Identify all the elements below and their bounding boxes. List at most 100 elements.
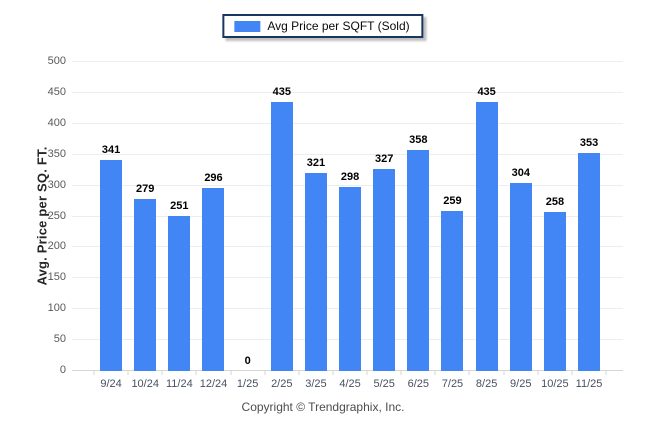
chart-legend: Avg Price per SQFT (Sold) [222, 14, 424, 38]
bar [475, 102, 498, 371]
bar-slot: 251 [162, 62, 196, 371]
bar-slot: 321 [299, 62, 333, 371]
bar [543, 211, 566, 371]
bar-value-label: 296 [204, 172, 223, 185]
x-axis-tick-mark [93, 371, 95, 375]
x-axis-tick-label: 2/25 [271, 378, 293, 390]
bar-slot: 0 [231, 62, 265, 371]
x-axis-tick-mark [434, 371, 436, 375]
x-axis-tick-marks [93, 371, 607, 375]
gridline [72, 61, 623, 62]
x-axis-tick-label: 11/24 [165, 378, 193, 390]
plot-area: 341 279 251 296 0 435 321 298 327 358 259 435 304 258… [72, 61, 623, 371]
x-axis-tick-mark [400, 371, 402, 375]
x-axis-tick-label: 11/25 [575, 378, 603, 390]
x-axis-tick-label: 5/25 [373, 378, 395, 390]
bar-slot: 341 [94, 62, 128, 371]
bar-slot: 304 [504, 62, 538, 371]
x-axis-tick-label: 10/25 [541, 378, 569, 390]
y-axis-tick-label: 300 [47, 178, 66, 191]
copyright-text: Copyright © Trendgraphix, Inc. [241, 400, 405, 414]
bar-slot: 296 [196, 62, 230, 371]
y-axis-tick-labels: 0 50 100 150 200 250 300 350 400 450 500 [0, 55, 66, 376]
bar-value-label: 358 [409, 133, 428, 146]
x-axis-tick-mark [195, 371, 197, 375]
x-axis-tick-label: 1/25 [236, 378, 259, 390]
bar [578, 152, 601, 371]
x-axis-tick-label: 3/25 [305, 378, 327, 390]
bar [168, 215, 191, 371]
x-axis-tick-mark [161, 371, 163, 375]
gridline [72, 91, 623, 93]
bar-value-label: 258 [545, 195, 565, 208]
bar-value-label: 435 [272, 86, 291, 99]
y-axis-tick-label: 200 [47, 240, 66, 253]
bar-slot: 327 [367, 62, 401, 371]
x-axis-tick-label: 4/25 [339, 378, 361, 390]
bar [441, 210, 464, 371]
bar-slot: 358 [401, 62, 435, 371]
bar [509, 183, 532, 371]
x-axis-tick-mark [230, 371, 232, 375]
bar [373, 168, 396, 371]
x-axis-tick-label: 12/24 [199, 378, 228, 390]
gridline [72, 122, 623, 124]
x-axis-tick-label: 9/24 [100, 378, 122, 390]
gridline [72, 184, 623, 186]
x-axis-tick-mark [571, 371, 573, 375]
bar [202, 188, 225, 371]
x-axis-tick-label: 9/25 [510, 378, 532, 390]
gridline [72, 153, 623, 155]
bar-value-label: 353 [579, 136, 599, 149]
y-axis-tick-label: 500 [47, 55, 66, 67]
x-axis-tick-mark [264, 371, 266, 375]
legend-label: Avg Price per SQFT (Sold) [267, 19, 410, 33]
x-axis-tick-labels: 9/24 10/24 11/24 12/24 1/25 2/25 3/25 4/25 5/25 6… [94, 378, 606, 391]
bar-slot: 435 [470, 62, 504, 371]
y-axis-tick-label: 400 [47, 116, 66, 129]
bar-value-label: 259 [443, 194, 462, 207]
x-axis-tick-label: 10/24 [131, 378, 159, 390]
legend-color-swatch [234, 20, 261, 32]
bar [270, 102, 293, 371]
bar-slot: 435 [265, 62, 299, 371]
y-axis-tick-label: 50 [53, 333, 66, 346]
x-axis-tick-mark [468, 371, 470, 375]
x-axis-tick-mark [503, 371, 505, 375]
y-axis-tick-label: 350 [47, 147, 66, 160]
x-axis-tick-mark [605, 371, 607, 375]
bar-value-label: 321 [306, 156, 326, 169]
x-axis-tick-mark [332, 371, 334, 375]
y-axis-tick-label: 150 [47, 271, 66, 284]
x-axis-tick-mark [127, 371, 129, 375]
x-axis-tick-mark [537, 371, 539, 375]
bar-value-label: 279 [136, 182, 155, 195]
bar-slot: 298 [333, 62, 367, 371]
bar-slot: 279 [128, 62, 162, 371]
y-axis-tick-label: 450 [47, 85, 66, 98]
bar-value-label: 341 [101, 144, 121, 157]
bar-value-label: 251 [170, 199, 189, 212]
bar-series: 341 279 251 296 0 435 321 298 327 358 259 435 304 258… [94, 62, 606, 371]
bar-value-label: 327 [375, 152, 394, 165]
y-axis-tick-label: 100 [47, 302, 66, 315]
bar [304, 172, 327, 371]
bar-value-label: 435 [477, 86, 496, 99]
bar [134, 198, 157, 371]
x-axis-tick-mark [298, 371, 300, 375]
bar-value-label: 298 [340, 170, 360, 183]
y-axis-tick-label: 0 [59, 364, 66, 376]
bar-value-label: 304 [511, 167, 530, 180]
bar [339, 186, 362, 371]
bar-value-label: 0 [244, 355, 251, 367]
x-axis-tick-label: 8/25 [475, 378, 498, 390]
bar-slot: 258 [538, 62, 572, 371]
bar-slot: 353 [572, 62, 606, 371]
x-axis-tick-label: 6/25 [407, 378, 430, 390]
bar-slot: 259 [435, 62, 469, 371]
y-axis-tick-label: 250 [47, 209, 66, 222]
bar [407, 149, 430, 371]
x-axis-tick-label: 7/25 [441, 378, 464, 390]
bar [100, 160, 123, 371]
